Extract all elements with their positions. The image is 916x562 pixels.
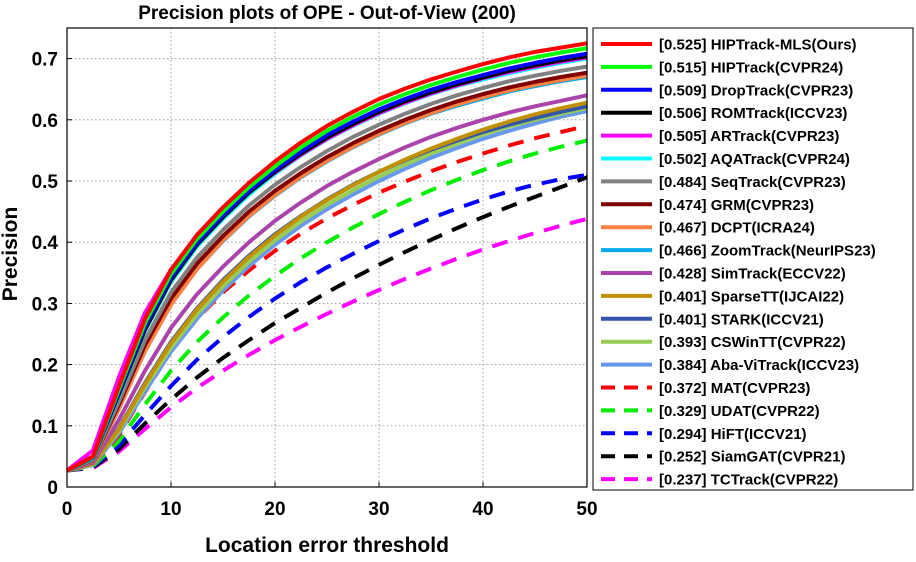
- series-line: [66, 93, 588, 473]
- legend-label: [0.509] DropTrack(CVPR23): [659, 82, 853, 99]
- legend-label: [0.505] ARTrack(CVPR23): [659, 128, 839, 145]
- legend-label: [0.384] Aba-ViTrack(ICCV23): [659, 357, 859, 374]
- series-line: [66, 216, 588, 473]
- series-line: [66, 100, 588, 473]
- series-line: [66, 54, 588, 473]
- legend-label: [0.502] AQATrack(CVPR24): [659, 151, 850, 168]
- y-tick-label: 0.3: [32, 294, 58, 315]
- legend-label: [0.428] SimTrack(ECCV22): [659, 266, 846, 283]
- y-tick-label: 0.1: [32, 417, 59, 438]
- series-line: [66, 64, 588, 473]
- series-line: [66, 70, 588, 473]
- legend-label: [0.467] DCPT(ICRA24): [659, 220, 815, 237]
- y-axis-label: Precision: [0, 207, 22, 302]
- series-line: [66, 109, 588, 473]
- x-tick-label: 0: [62, 499, 73, 520]
- y-tick-label: 0.5: [32, 172, 59, 193]
- legend-label: [0.393] CSWinTT(CVPR22): [659, 334, 846, 351]
- legend-label: [0.525] HIPTrack-MLS(Ours): [659, 37, 857, 54]
- x-tick-label: 30: [368, 499, 389, 520]
- legend-label: [0.515] HIPTrack(CVPR24): [659, 59, 843, 76]
- y-tick-label: 0.7: [32, 50, 58, 71]
- legend-label: [0.294] HiFT(ICCV21): [659, 426, 807, 443]
- series-line: [66, 41, 588, 473]
- y-tick-label: 0: [47, 478, 58, 499]
- series-line: [66, 138, 588, 473]
- series-line: [66, 73, 588, 473]
- x-tick-label: 40: [472, 499, 493, 520]
- legend-label: [0.237] TCTrack(CVPR22): [659, 472, 838, 489]
- y-tick-label: 0.6: [32, 111, 58, 132]
- y-tick-label: 0.4: [32, 233, 59, 254]
- series-lines: [65, 41, 588, 473]
- x-tick-label: 10: [160, 499, 181, 520]
- legend-label: [0.401] SparseTT(IJCAI22): [659, 288, 844, 305]
- series-line: [66, 46, 588, 473]
- legend-label: [0.372] MAT(CVPR23): [659, 380, 810, 397]
- series-line: [66, 123, 588, 473]
- axis-ticks: 0 10 20 30 40 50 0 0.1 0.2 0.3 0.4 0.5 0.6 0.7: [32, 50, 598, 520]
- chart-title: Precision plots of OPE - Out-of-View (20…: [138, 3, 516, 24]
- legend-box: [592, 27, 914, 491]
- legend-label: [0.329] UDAT(CVPR22): [659, 403, 820, 420]
- legend-label: [0.474] GRM(CVPR23): [659, 197, 814, 214]
- series-line: [66, 172, 588, 473]
- legend-label: [0.484] SeqTrack(CVPR23): [659, 174, 846, 191]
- legend-label: [0.252] SiamGAT(CVPR21): [659, 449, 845, 466]
- x-tick-label: 20: [264, 499, 285, 520]
- series-line: [66, 51, 588, 473]
- legend-label: [0.506] ROMTrack(ICCV23): [659, 105, 847, 122]
- x-tick-label: 50: [576, 499, 597, 520]
- y-tick-label: 0.2: [32, 356, 58, 377]
- x-axis-label: Location error threshold: [205, 534, 449, 557]
- legend: [0.525] HIPTrack-MLS(Ours) [0.515] HIPTra…: [592, 27, 914, 491]
- legend-label: [0.401] STARK(ICCV21): [659, 311, 824, 328]
- grid-lines: [67, 28, 587, 487]
- legend-label: [0.466] ZoomTrack(NeurIPS23): [659, 243, 876, 260]
- plot-area-frame: [66, 27, 588, 488]
